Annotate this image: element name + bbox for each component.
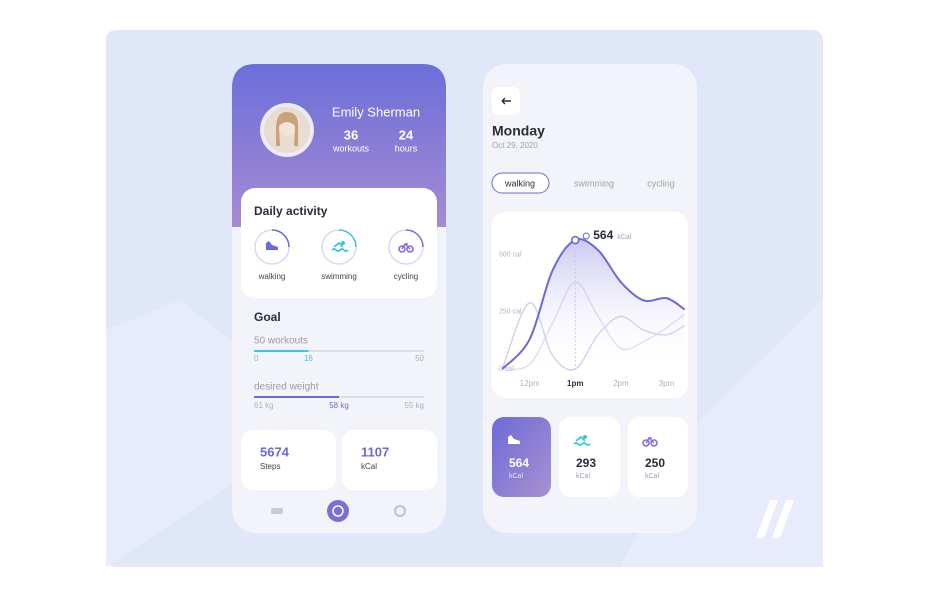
x-tick-label: 1pm xyxy=(567,379,583,388)
profile-name: Emily Sherman xyxy=(332,104,420,119)
swimming-icon xyxy=(573,435,591,446)
activity-ring xyxy=(271,229,290,248)
line xyxy=(501,238,686,370)
cycling-icon xyxy=(650,439,658,447)
cycling-icon xyxy=(645,436,655,444)
total-value: 293 xyxy=(576,456,596,470)
weight-target: 55 kg xyxy=(404,401,424,410)
activity-ring xyxy=(338,229,357,248)
activity-label: cycling xyxy=(394,272,418,281)
walking-icon xyxy=(266,241,278,250)
tab[interactable]: cycling xyxy=(647,178,675,188)
area xyxy=(502,239,685,369)
goal-title: Goal xyxy=(254,310,281,324)
stat-value: 24 xyxy=(399,127,414,142)
tab-active[interactable] xyxy=(491,172,550,194)
day-title: Monday xyxy=(492,123,545,139)
total-label: kCal xyxy=(576,473,590,480)
activity-ring xyxy=(405,229,424,248)
card-title: Daily activity xyxy=(254,204,328,218)
annotation-value: 564 xyxy=(593,228,613,242)
y-tick-label: 250 cal xyxy=(499,309,522,316)
goal-current: 16 xyxy=(304,354,313,363)
swimming-icon xyxy=(583,435,587,439)
summary-label: kCal xyxy=(361,462,377,471)
flame-icon xyxy=(582,232,590,240)
goal-label: desired weight xyxy=(254,382,319,393)
summary-card xyxy=(342,430,437,490)
nav-profile-icon xyxy=(332,505,344,517)
day-date: Oct 29, 2020 xyxy=(492,141,538,150)
summary-label: Steps xyxy=(260,462,280,471)
total-card[interactable] xyxy=(559,417,620,497)
back-arrow xyxy=(501,97,511,105)
goal-label: 50 workouts xyxy=(254,336,308,347)
plot xyxy=(501,238,686,371)
total-value: 564 xyxy=(509,456,529,470)
total-card[interactable] xyxy=(628,417,688,497)
stat-label: hours xyxy=(395,143,418,153)
peak-marker xyxy=(570,235,580,245)
tab[interactable]: walking xyxy=(504,178,535,188)
annotation-unit: kCal xyxy=(617,234,631,241)
summary-card xyxy=(241,430,336,490)
summary-value: 1107 xyxy=(361,444,389,459)
tab[interactable]: swimming xyxy=(574,178,614,188)
weight-current: 58 kg xyxy=(329,401,349,410)
x-tick-label: 12pm xyxy=(520,379,540,388)
total-value: 250 xyxy=(645,456,665,470)
activity-label: swimming xyxy=(321,272,357,281)
backdrop-shape xyxy=(106,300,330,567)
cycling-icon xyxy=(398,245,406,253)
logo xyxy=(756,500,794,538)
y-tick-label: 500 cal xyxy=(499,252,522,259)
goal-max: 50 xyxy=(415,354,424,363)
x-tick-label: 2pm xyxy=(613,379,629,388)
stat-value: 36 xyxy=(344,127,358,142)
cycling-icon xyxy=(406,245,414,253)
nav-settings[interactable] xyxy=(393,504,407,518)
total-card[interactable] xyxy=(492,417,551,497)
cycling-icon xyxy=(401,242,411,250)
activity-label: walking xyxy=(258,272,286,281)
nav-workouts[interactable] xyxy=(271,508,283,514)
summary-value: 5674 xyxy=(260,444,290,459)
cycling-icon xyxy=(642,439,650,447)
avatar-hair xyxy=(276,112,299,146)
weight-start: 61 kg xyxy=(254,401,274,410)
stat-label: workouts xyxy=(332,143,370,153)
swimming-icon xyxy=(331,241,349,252)
nav-profile[interactable] xyxy=(327,500,349,522)
x-tick-label: 3pm xyxy=(659,379,675,388)
total-label: kCal xyxy=(509,473,523,480)
goal-min: 0 xyxy=(254,354,259,363)
swimming-icon xyxy=(341,241,345,245)
walking-icon xyxy=(508,435,520,444)
total-label: kCal xyxy=(645,473,659,480)
